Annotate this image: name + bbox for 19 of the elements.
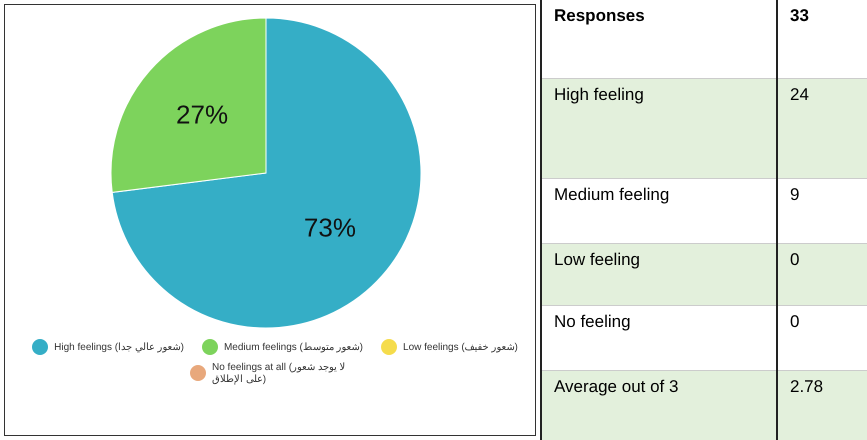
legend-label: Medium feelings (شعور متوسط) <box>224 341 364 353</box>
category-label: Medium feeling <box>541 178 777 243</box>
legend-label: Low feelings (شعور خفيف) <box>403 341 518 353</box>
pie-slice <box>112 18 422 328</box>
category-label: No feeling <box>541 305 777 370</box>
data-label: 33 <box>777 0 867 78</box>
category-label: High feeling <box>541 78 777 178</box>
data-label: 73% <box>304 212 356 242</box>
data-label: 9 <box>777 178 867 243</box>
legend-label: High feelings (شعور عالي جدا) <box>54 341 184 353</box>
category-label: Responses <box>541 0 777 78</box>
data-label: 0 <box>777 305 867 370</box>
category-label: Low feeling <box>541 243 777 305</box>
category-label: Average out of 3 <box>541 370 777 440</box>
data-label: 2.78 <box>777 370 867 440</box>
data-label: 24 <box>777 78 867 178</box>
legend-label: No feelings at all (لا يوجد شعور على الإطلاق) <box>212 361 347 385</box>
data-label: 0 <box>777 243 867 305</box>
data-label: 27% <box>176 100 228 130</box>
